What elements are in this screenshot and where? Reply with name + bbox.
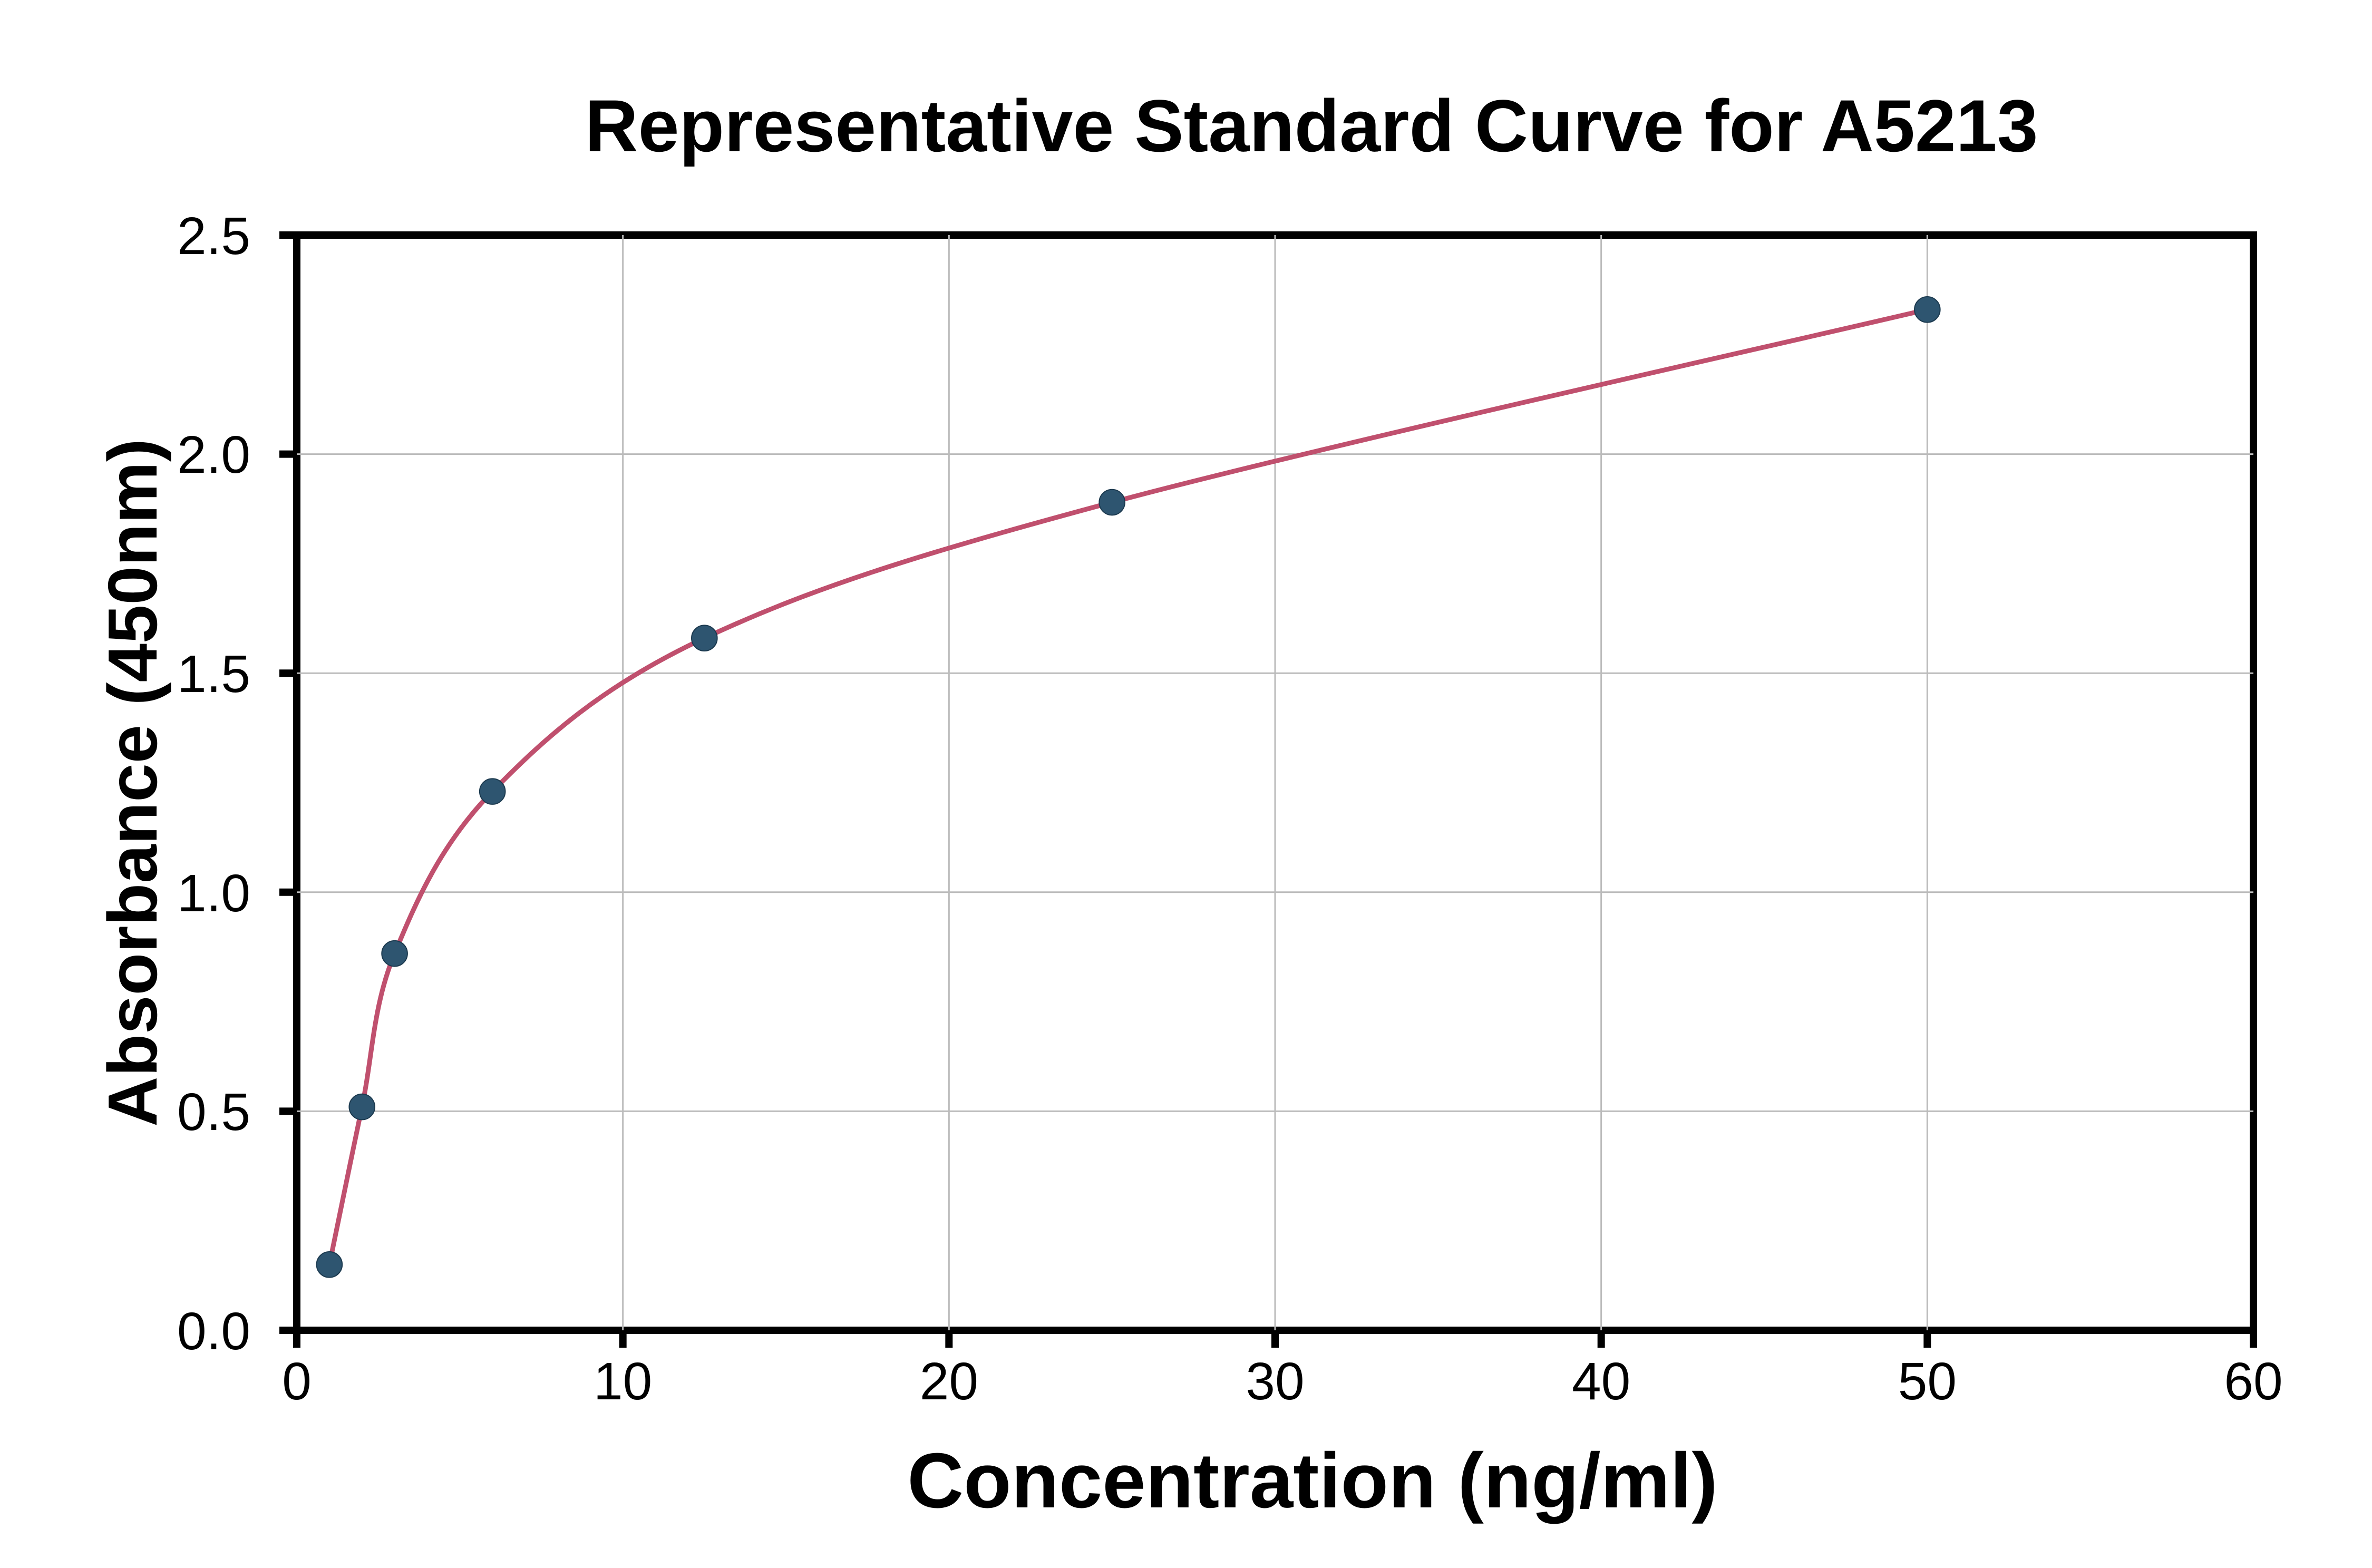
svg-text:Absorbance (450nm): Absorbance (450nm) (94, 439, 171, 1127)
svg-text:10: 10 (594, 1352, 652, 1411)
svg-text:0.5: 0.5 (177, 1083, 250, 1142)
svg-text:1.5: 1.5 (177, 645, 250, 704)
svg-text:1.0: 1.0 (177, 864, 250, 923)
svg-text:20: 20 (920, 1352, 978, 1411)
svg-text:50: 50 (1898, 1352, 1957, 1411)
svg-text:2.5: 2.5 (177, 207, 250, 266)
svg-text:Representative Standard Curve: Representative Standard Curve for A5213 (585, 84, 2038, 167)
svg-text:2.0: 2.0 (177, 425, 250, 484)
svg-text:Concentration (ng/ml): Concentration (ng/ml) (907, 1437, 1717, 1524)
svg-text:60: 60 (2224, 1352, 2282, 1411)
svg-text:30: 30 (1246, 1352, 1304, 1411)
svg-text:40: 40 (1572, 1352, 1630, 1411)
svg-text:0.0: 0.0 (177, 1302, 250, 1361)
svg-text:0: 0 (282, 1352, 312, 1411)
